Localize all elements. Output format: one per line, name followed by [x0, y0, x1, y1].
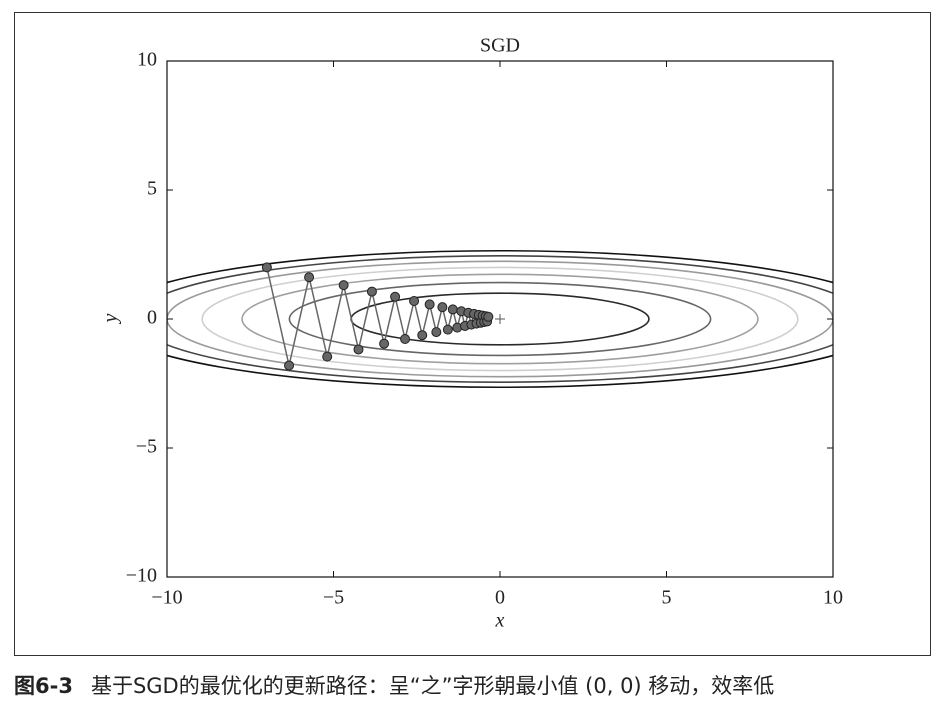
- sgd-point: [483, 311, 494, 322]
- sgd-point: [304, 272, 315, 283]
- x-tick-label: 0: [495, 587, 505, 609]
- sgd-point: [379, 338, 390, 349]
- sgd-point: [284, 360, 295, 371]
- x-tick-label: −5: [323, 587, 344, 609]
- sgd-point: [322, 351, 333, 362]
- sgd-point: [366, 286, 377, 297]
- y-axis-label: y: [100, 313, 122, 324]
- contour: [241, 273, 759, 365]
- y-tick-label: 10: [137, 49, 157, 71]
- x-tick-label: 10: [823, 587, 843, 609]
- sgd-point: [390, 291, 401, 302]
- chart: SGD x y −10 −5 0 5 10 −10 −5 0 5 10: [14, 12, 931, 656]
- minimum-marker: [495, 314, 505, 324]
- sgd-point: [353, 344, 364, 355]
- sgd-point: [447, 304, 458, 315]
- contour: [201, 266, 799, 372]
- contours: [167, 249, 833, 389]
- y-tick-label: 5: [147, 178, 157, 200]
- sgd-point: [261, 262, 272, 273]
- y-tick-label: −10: [126, 565, 157, 587]
- sgd-point: [442, 324, 453, 335]
- sgd-point: [400, 333, 411, 344]
- x-tick-label: 5: [662, 587, 672, 609]
- chart-title: SGD: [480, 35, 520, 57]
- contour: [167, 260, 833, 378]
- caption: 图6-3 基于SGD的最优化的更新路径：呈“之”字形朝最小值 (0, 0) 移动，…: [14, 670, 774, 700]
- sgd-path: [266, 267, 490, 366]
- sgd-point: [424, 299, 435, 310]
- sgd-point: [338, 280, 349, 291]
- sgd-point: [431, 327, 442, 338]
- sgd-point: [417, 330, 428, 341]
- contour: [167, 255, 833, 383]
- y-tick-label: −5: [136, 436, 157, 458]
- contour: [167, 249, 833, 389]
- x-tick-label: −10: [151, 587, 182, 609]
- x-axis-label: x: [495, 610, 505, 632]
- caption-text: 基于SGD的最优化的更新路径：呈“之”字形朝最小值 (0, 0) 移动，效率低: [90, 674, 775, 698]
- y-tick-label: 0: [147, 307, 157, 329]
- figure-frame: [14, 12, 931, 656]
- sgd-point: [437, 302, 448, 313]
- sgd-point: [409, 296, 420, 307]
- contour: [288, 281, 712, 357]
- caption-label: 图6-3: [14, 674, 73, 698]
